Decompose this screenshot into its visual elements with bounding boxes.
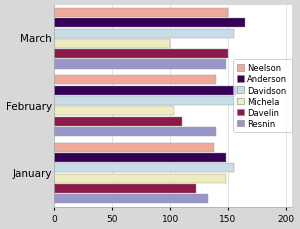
Bar <box>55 97 243 106</box>
Legend: Neelson, Anderson, Davidson, Michela, Davelin, Resnin: Neelson, Anderson, Davidson, Michela, Da… <box>233 60 292 132</box>
Bar <box>55 153 226 162</box>
Bar <box>55 9 228 18</box>
Bar <box>55 194 208 204</box>
Bar <box>55 60 226 69</box>
Bar <box>55 76 216 85</box>
Bar <box>55 50 228 59</box>
Bar <box>55 127 216 136</box>
Bar <box>55 174 226 183</box>
Bar <box>55 184 196 193</box>
Bar <box>55 19 245 28</box>
Bar <box>55 164 234 173</box>
Bar <box>55 40 170 49</box>
Bar <box>55 117 182 126</box>
Bar <box>55 143 214 152</box>
Bar <box>55 30 234 38</box>
Bar <box>55 86 237 95</box>
Bar <box>55 107 174 116</box>
